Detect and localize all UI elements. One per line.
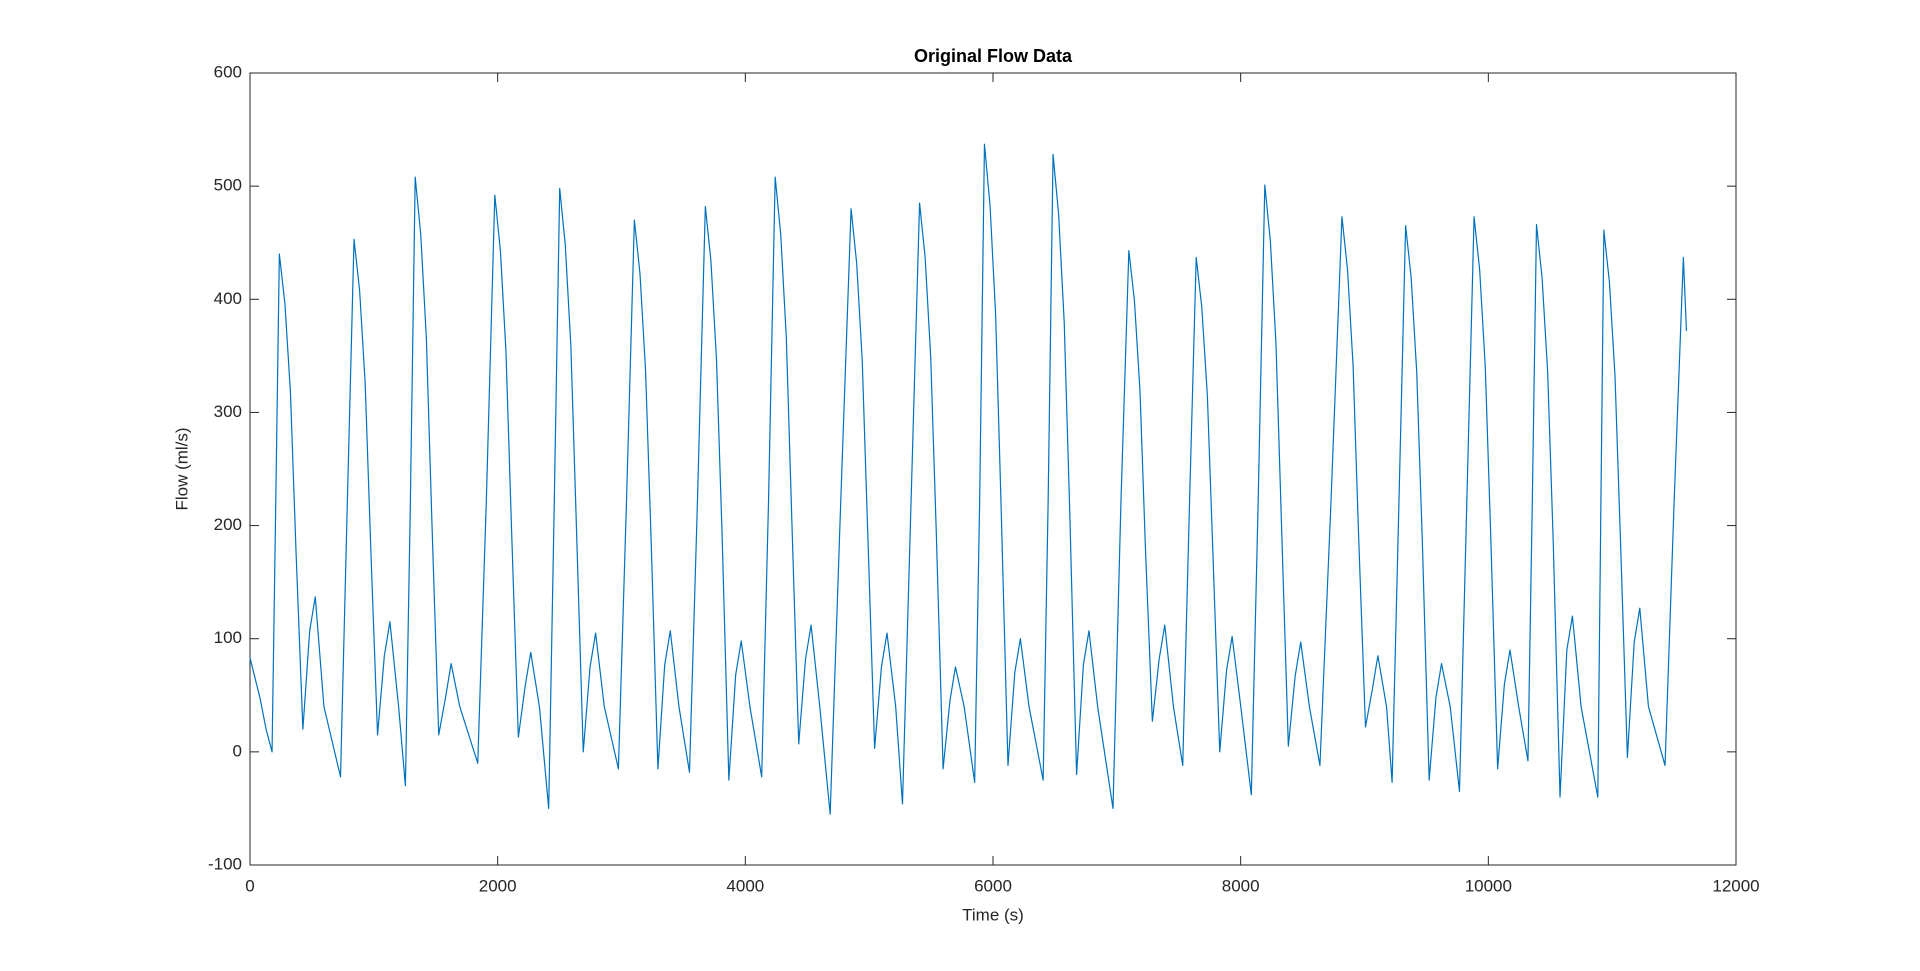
- x-tick-label: 6000: [974, 876, 1012, 895]
- x-tick-label: 2000: [479, 876, 517, 895]
- y-tick-label: 500: [214, 176, 242, 195]
- y-tick-label: 200: [214, 515, 242, 534]
- x-tick-label: 10000: [1465, 876, 1512, 895]
- x-tick-label: 12000: [1712, 876, 1759, 895]
- x-tick-label: 4000: [726, 876, 764, 895]
- x-tick-label: 0: [245, 876, 254, 895]
- y-tick-label: 600: [214, 62, 242, 81]
- y-tick-label: 400: [214, 289, 242, 308]
- data-line: [249, 143, 1688, 815]
- y-tick-label: 100: [214, 628, 242, 647]
- x-tick-label: 8000: [1222, 876, 1260, 895]
- y-tick-label: 300: [214, 402, 242, 421]
- x-axis-label: Time (s): [962, 905, 1024, 924]
- chart-title: Original Flow Data: [914, 46, 1073, 66]
- y-tick-label: -100: [208, 854, 242, 873]
- y-tick-label: 0: [233, 741, 242, 760]
- y-axis-label: Flow (ml/s): [172, 427, 191, 510]
